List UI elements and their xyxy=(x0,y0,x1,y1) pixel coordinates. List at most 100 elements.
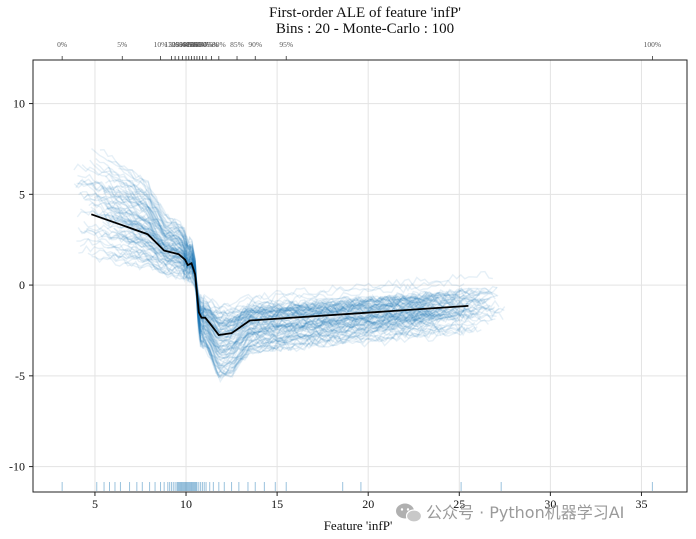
monte-carlo-line xyxy=(107,252,494,311)
quantile-tick-label: 30% xyxy=(176,40,190,49)
monte-carlo-line xyxy=(114,209,456,337)
monte-carlo-line xyxy=(122,190,476,378)
y-tick-label: 5 xyxy=(19,187,25,201)
monte-carlo-line xyxy=(127,188,494,369)
quantile-tick-label: 80% xyxy=(212,40,226,49)
monte-carlo-lines xyxy=(73,148,506,384)
monte-carlo-line xyxy=(115,229,498,331)
monte-carlo-line xyxy=(105,210,492,340)
monte-carlo-line xyxy=(106,225,481,332)
monte-carlo-line xyxy=(121,179,488,360)
plot-frame xyxy=(32,59,688,493)
monte-carlo-line xyxy=(73,182,428,350)
monte-carlo-line xyxy=(75,181,490,356)
monte-carlo-line xyxy=(100,231,447,325)
monte-carlo-line xyxy=(92,182,427,351)
monte-carlo-line xyxy=(105,179,423,374)
monte-carlo-line xyxy=(110,195,496,352)
monte-carlo-line xyxy=(83,229,473,321)
monte-carlo-line xyxy=(121,235,435,327)
quantile-tick-label: 65% xyxy=(196,40,210,49)
monte-carlo-line xyxy=(125,191,495,369)
quantile-axis-ticks: 0% 5% 10%15%20%25%30%35%40%45%50%55%60%65%… xyxy=(57,40,661,60)
monte-carlo-line xyxy=(112,185,482,376)
y-tick-label: -5 xyxy=(15,369,25,383)
monte-carlo-line xyxy=(126,196,481,350)
x-tick-label: 20 xyxy=(362,497,374,511)
monte-carlo-line xyxy=(95,256,493,322)
quantile-tick-label: 95% xyxy=(279,40,293,49)
monte-carlo-line xyxy=(127,171,466,370)
x-tick-label: 35 xyxy=(635,497,647,511)
monte-carlo-line xyxy=(80,208,486,331)
y-tick-label: -10 xyxy=(9,460,25,474)
x-tick-label: 5 xyxy=(92,497,98,511)
monte-carlo-line xyxy=(81,164,464,359)
monte-carlo-line xyxy=(87,249,425,325)
quantile-tick-label: 25% xyxy=(172,40,186,49)
x-tick-label: 10 xyxy=(180,497,192,511)
quantile-tick-label: 35% xyxy=(179,40,193,49)
quantile-tick-label: 55% xyxy=(190,40,204,49)
monte-carlo-line xyxy=(95,163,462,384)
monte-carlo-line xyxy=(76,238,498,330)
monte-carlo-line xyxy=(79,191,470,360)
quantile-tick-label: 85% xyxy=(230,40,244,49)
monte-carlo-line xyxy=(130,246,440,317)
monte-carlo-line xyxy=(98,213,465,340)
quantile-tick-label: 5% xyxy=(117,40,127,49)
monte-carlo-line xyxy=(129,185,440,377)
monte-carlo-line xyxy=(113,227,439,338)
monte-carlo-line xyxy=(77,178,504,347)
monte-carlo-line xyxy=(76,180,446,368)
monte-carlo-line xyxy=(90,206,492,335)
quantile-tick-label: 75% xyxy=(205,40,219,49)
monte-carlo-line xyxy=(83,220,497,328)
monte-carlo-line xyxy=(106,206,432,339)
monte-carlo-line xyxy=(111,245,465,310)
monte-carlo-line xyxy=(89,159,428,368)
monte-carlo-line xyxy=(113,254,428,326)
monte-carlo-line xyxy=(88,201,471,355)
quantile-tick-label: 90% xyxy=(248,40,262,49)
monte-carlo-line xyxy=(91,148,437,373)
monte-carlo-line xyxy=(103,191,433,357)
y-tick-label: 0 xyxy=(19,278,25,292)
monte-carlo-line xyxy=(107,199,482,351)
quantile-tick-label: 45% xyxy=(185,40,199,49)
chart-subtitle: Bins : 20 - Monte-Carlo : 100 xyxy=(276,21,454,37)
quantile-tick-label: 60% xyxy=(193,40,207,49)
monte-carlo-line xyxy=(120,230,438,336)
monte-carlo-line xyxy=(129,226,463,334)
x-tick-label: 30 xyxy=(544,497,556,511)
monte-carlo-line xyxy=(107,166,430,377)
x-tick-label: 25 xyxy=(453,497,465,511)
monte-carlo-line xyxy=(102,190,481,354)
y-tick-label: 10 xyxy=(13,97,25,111)
monte-carlo-line xyxy=(119,237,433,326)
monte-carlo-line xyxy=(104,218,454,328)
monte-carlo-line xyxy=(97,238,447,326)
rug-plot xyxy=(61,482,653,491)
quantile-tick-label: 40% xyxy=(182,40,196,49)
monte-carlo-line xyxy=(85,199,467,354)
monte-carlo-line xyxy=(108,184,446,360)
quantile-tick-label: 0% xyxy=(57,40,67,49)
chart-title: First-order ALE of feature 'infP' xyxy=(269,5,461,21)
monte-carlo-line xyxy=(80,178,478,362)
monte-carlo-line xyxy=(85,227,460,325)
monte-carlo-line xyxy=(115,188,425,368)
monte-carlo-line xyxy=(93,194,424,353)
monte-carlo-line xyxy=(126,244,437,317)
monte-carlo-line xyxy=(78,191,496,347)
monte-carlo-line xyxy=(106,206,424,358)
monte-carlo-line xyxy=(78,244,496,316)
monte-carlo-line xyxy=(95,157,489,368)
monte-carlo-line xyxy=(123,219,481,355)
quantile-tick-label: 100% xyxy=(644,40,662,49)
quantile-tick-label: 10% xyxy=(154,40,168,49)
mean-ale-line-group xyxy=(91,213,469,336)
x-axis-label: Feature 'infP' xyxy=(324,518,393,533)
